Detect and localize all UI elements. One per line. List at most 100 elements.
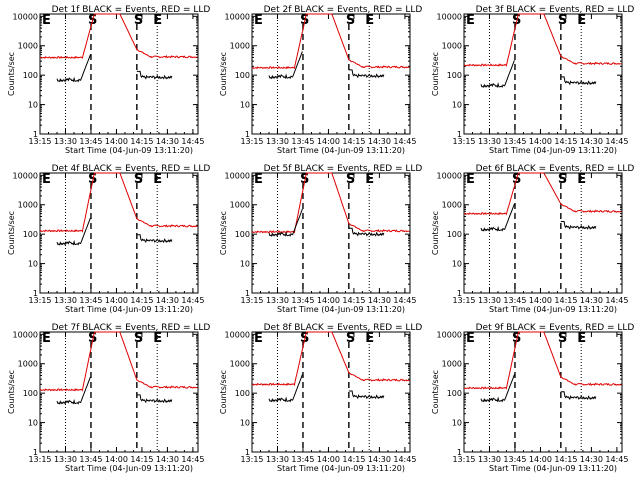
x-tick-label: 13:30 [266, 455, 289, 464]
events-series-line [56, 217, 173, 247]
y-tick-label: 1 [245, 289, 250, 298]
y-tick-label: 1000 [18, 42, 38, 51]
panel-title: Det 5f BLACK = Events, RED = LLD [264, 164, 423, 174]
y-tick-label: 10000 [437, 330, 462, 339]
x-tick-label: 14:15 [554, 296, 577, 305]
edge-label-e: E [577, 172, 586, 187]
y-tick-label: 10000 [13, 171, 38, 180]
plot-frame [251, 331, 411, 453]
y-tick-label: 10000 [225, 330, 250, 339]
edge-label-e: E [365, 172, 374, 187]
x-tick-label: 13:45 [503, 296, 526, 305]
x-tick-label: 14:00 [529, 455, 552, 464]
x-tick-label: 14:30 [368, 137, 391, 146]
y-tick-label: 10 [28, 419, 38, 428]
lld-series-line [39, 331, 198, 392]
edge-label-e: E [254, 13, 263, 28]
y-tick-label: 100 [235, 71, 250, 80]
x-tick-label: 13:30 [478, 137, 501, 146]
edge-label-s: S [558, 331, 567, 346]
lld-series-line [39, 13, 198, 60]
y-tick-label: 10 [452, 419, 462, 428]
y-tick-label: 1000 [230, 201, 250, 210]
lld-series-line [251, 172, 410, 234]
panel-det-8: Det 8f BLACK = Events, RED = LLD 1 10 100 10… [219, 323, 422, 473]
x-tick-label: 13:30 [54, 137, 77, 146]
y-tick-label: 10000 [13, 330, 38, 339]
x-tick-label: 13:15 [452, 455, 475, 464]
x-tick-label: 14:00 [529, 137, 552, 146]
x-tick-label: 13:30 [478, 455, 501, 464]
panel-title: Det 7f BLACK = Events, RED = LLD [52, 323, 211, 333]
x-axis-label: Start Time (04-Jun-09 13:11:20) [277, 464, 405, 473]
x-tick-label: 14:00 [317, 296, 340, 305]
y-tick-label: 10 [240, 101, 250, 110]
x-tick-label: 13:15 [240, 137, 263, 146]
x-axis-label: Start Time (04-Jun-09 13:11:20) [489, 464, 617, 473]
x-tick-label: 14:30 [368, 455, 391, 464]
x-tick-label: 14:30 [156, 455, 179, 464]
x-tick-label: 14:45 [393, 137, 416, 146]
x-tick-label: 14:15 [342, 296, 365, 305]
y-tick-label: 10 [28, 101, 38, 110]
x-tick-label: 14:30 [580, 137, 603, 146]
edge-label-e: E [466, 331, 475, 346]
y-tick-label: 10 [452, 101, 462, 110]
x-tick-label: 13:45 [291, 455, 314, 464]
edge-label-s: S [346, 13, 355, 28]
y-tick-label: 10 [452, 260, 462, 269]
y-tick-label: 1 [33, 130, 38, 139]
y-axis-label: Counts/sec [431, 52, 440, 96]
x-tick-label: 13:15 [28, 455, 51, 464]
x-tick-label: 14:15 [130, 137, 153, 146]
y-tick-label: 100 [447, 389, 462, 398]
edge-label-s: S [134, 13, 143, 28]
y-tick-label: 1000 [230, 42, 250, 51]
y-axis-label: Counts/sec [431, 370, 440, 414]
panel-det-3: Det 3f BLACK = Events, RED = LLD 1 10 100 10… [431, 5, 634, 155]
y-axis-label: Counts/sec [7, 211, 16, 255]
edge-label-e: E [42, 331, 51, 346]
panel-title: Det 9f BLACK = Events, RED = LLD [476, 323, 635, 333]
x-axis-label: Start Time (04-Jun-09 13:11:20) [277, 305, 405, 314]
panel-det-9: Det 9f BLACK = Events, RED = LLD 1 10 100 10… [431, 323, 634, 473]
edge-label-s: S [134, 331, 143, 346]
edge-label-e: E [153, 172, 162, 187]
y-tick-label: 10000 [225, 171, 250, 180]
y-tick-label: 10 [240, 419, 250, 428]
panel-title: Det 6f BLACK = Events, RED = LLD [476, 164, 635, 174]
y-tick-label: 10000 [13, 12, 38, 21]
edge-label-s: S [134, 172, 143, 187]
y-tick-label: 1000 [442, 201, 462, 210]
x-tick-label: 14:15 [342, 455, 365, 464]
x-tick-label: 14:15 [130, 296, 153, 305]
x-tick-label: 14:45 [605, 137, 628, 146]
x-tick-label: 13:30 [266, 296, 289, 305]
panel-title: Det 8f BLACK = Events, RED = LLD [264, 323, 423, 333]
x-tick-label: 14:15 [554, 455, 577, 464]
x-tick-label: 13:15 [240, 296, 263, 305]
edge-label-s: S [558, 172, 567, 187]
y-tick-label: 1000 [18, 360, 38, 369]
x-tick-label: 14:30 [156, 296, 179, 305]
x-tick-label: 14:30 [580, 455, 603, 464]
y-tick-label: 100 [23, 389, 38, 398]
panel-det-7: Det 7f BLACK = Events, RED = LLD 1 10 100 10… [7, 323, 210, 473]
events-series-line [268, 374, 385, 403]
x-tick-label: 14:00 [105, 137, 128, 146]
x-tick-label: 14:30 [156, 137, 179, 146]
x-axis-label: Start Time (04-Jun-09 13:11:20) [65, 146, 193, 155]
x-axis-label: Start Time (04-Jun-09 13:11:20) [65, 464, 193, 473]
edge-label-e: E [153, 331, 162, 346]
edge-label-e: E [42, 172, 51, 187]
y-tick-label: 100 [23, 71, 38, 80]
plot-frame [251, 13, 411, 135]
y-tick-label: 10 [240, 260, 250, 269]
events-series-line [480, 374, 597, 403]
x-tick-label: 14:45 [605, 296, 628, 305]
x-tick-label: 14:30 [368, 296, 391, 305]
y-tick-label: 10 [28, 260, 38, 269]
y-tick-label: 1 [245, 448, 250, 457]
plot-frame [463, 13, 623, 135]
